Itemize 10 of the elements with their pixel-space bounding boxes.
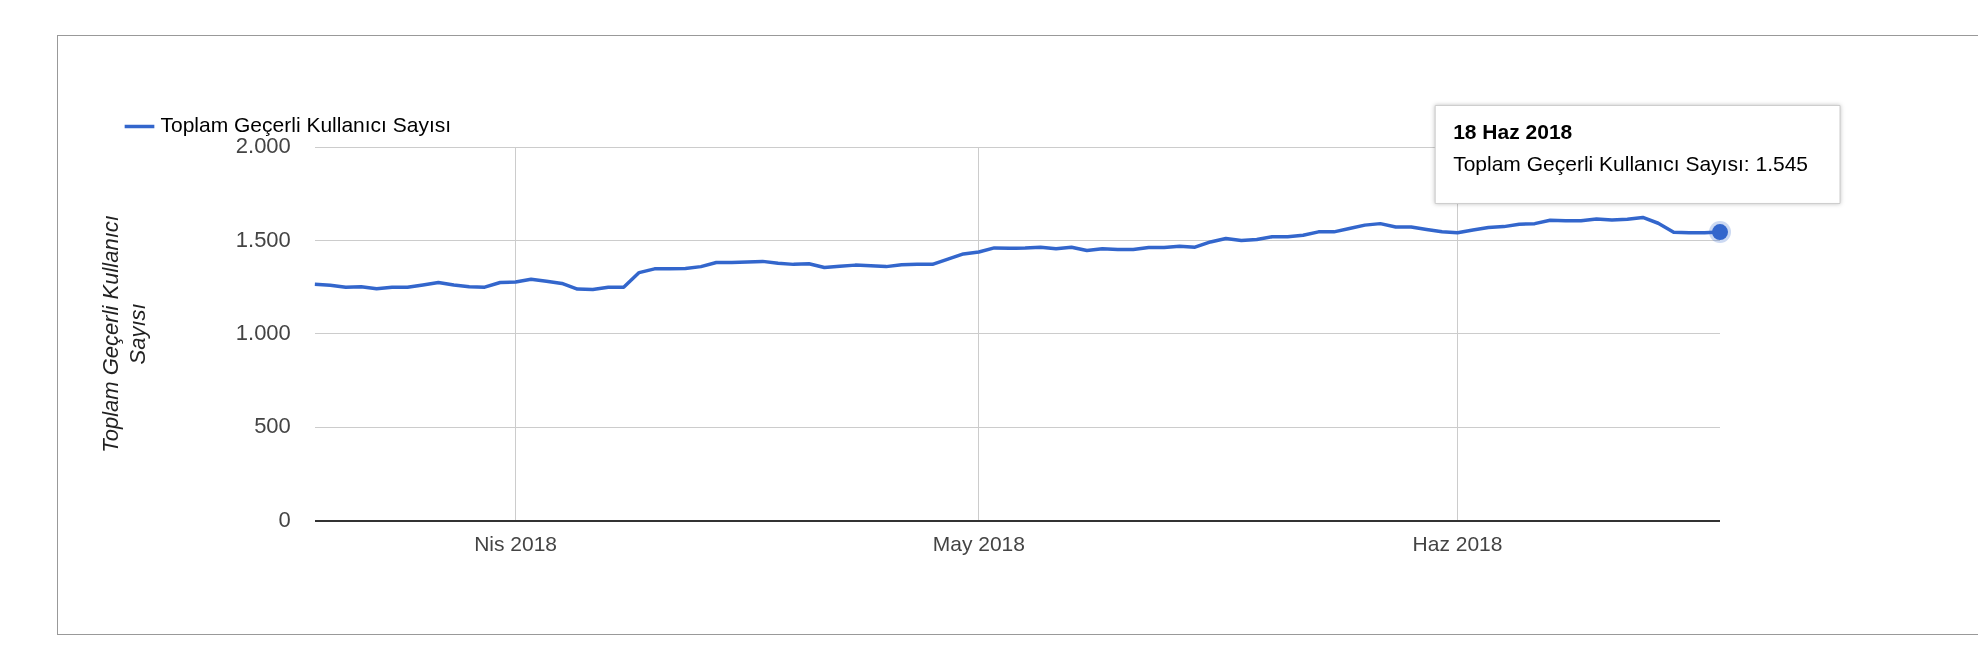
legend-label: Toplam Geçerli Kullanıcı Sayısı <box>160 113 452 137</box>
x-tick-label: Haz 2018 <box>1412 532 1503 556</box>
x-tick-label: May 2018 <box>932 532 1025 556</box>
x-tick-label: Nis 2018 <box>474 532 558 556</box>
y-tick-label: 0 <box>278 506 291 532</box>
y-tick-label: 500 <box>254 413 291 439</box>
y-axis-title: Toplam Geçerli Kullanıcı Sayısı <box>98 215 150 453</box>
annotation: 18 Haz 2018 Toplam Geçerli Kullanıcı Sayısı: 1.545 <box>1453 119 1809 175</box>
y-tick-label: 1.500 <box>235 226 291 252</box>
y-tick-label: 1.000 <box>235 319 291 345</box>
